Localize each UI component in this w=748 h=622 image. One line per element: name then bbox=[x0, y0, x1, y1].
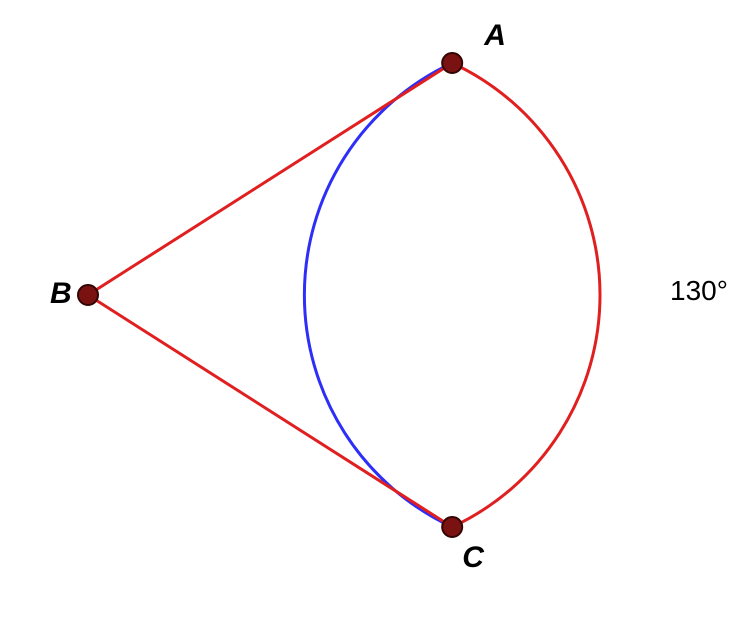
geometry-diagram: A B C 130° bbox=[0, 0, 748, 622]
chord-BA bbox=[88, 63, 452, 295]
label-C: C bbox=[462, 541, 485, 574]
arc-major-BAC bbox=[304, 63, 452, 527]
label-B: B bbox=[50, 277, 72, 310]
chord-BC bbox=[88, 295, 452, 527]
label-A: A bbox=[483, 19, 506, 52]
point-C bbox=[442, 517, 462, 537]
point-A bbox=[442, 53, 462, 73]
point-B bbox=[78, 285, 98, 305]
arc-measure-label: 130° bbox=[670, 275, 728, 306]
arc-minor-AC bbox=[452, 63, 600, 527]
